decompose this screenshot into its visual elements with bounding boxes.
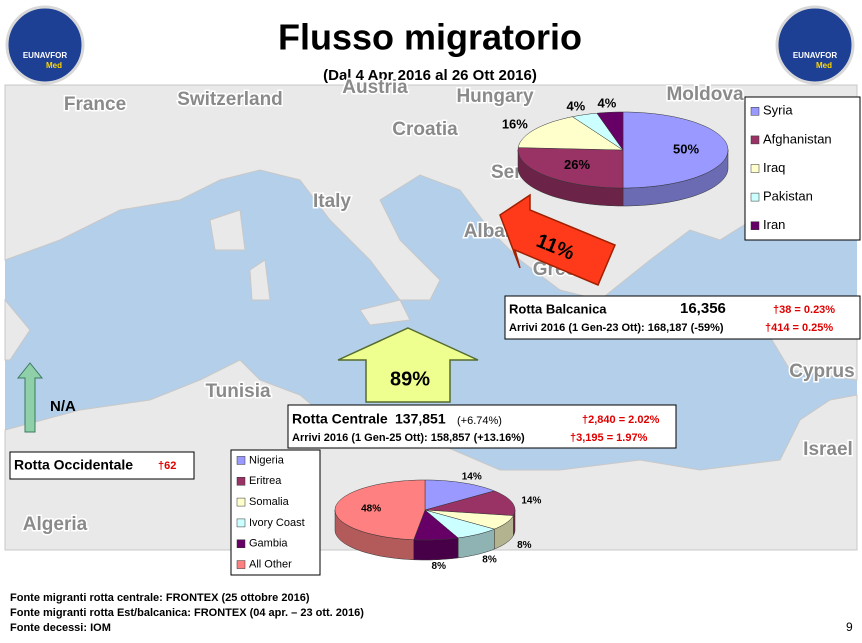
route-total: 16,356 [680,300,726,317]
pie-slice [517,116,624,151]
legend-label: Nigeria [249,454,285,466]
legend-label: Gambia [249,538,288,550]
pie-slice [424,479,496,511]
pie-slice [424,490,516,516]
pie-slice [413,509,459,541]
pie-value-label: 8% [482,554,497,565]
map-label: Algeria [23,514,88,535]
route-name: Rotta Occidentale [14,457,133,473]
balkan-arrow [499,193,616,286]
page-number: 9 [846,620,853,634]
map-label: Moldova [666,84,743,105]
map-label: Israel [803,439,853,460]
pie-value-label: 8% [432,561,447,572]
pie-value-label: 4% [598,95,617,110]
map-label: Italy [313,191,351,212]
route-deaths: †38 = 0.23% [773,304,835,316]
legend-swatch [750,192,760,202]
legend-swatch [750,135,760,145]
route-deaths: †62 [158,460,176,472]
pie-slice [596,111,624,151]
route-arrivals: Arrivi 2016 (1 Gen-23 Ott): 168,187 (-59… [509,322,724,334]
logo-sub: Med [46,61,62,70]
central-arrow-label: 89% [390,368,430,390]
logo-text: EUNAVFOR [23,51,68,60]
legend-swatch [236,497,246,507]
route-name: Rotta Balcanica [509,301,607,316]
pie-value-label: 8% [517,540,532,551]
legend-label: Ivory Coast [249,517,305,529]
logo-right: EUNAVFOR Med [775,5,855,85]
legend-swatch [750,221,760,230]
legend-label: Eritrea [249,475,282,487]
legend-label: Syria [763,103,793,118]
map-label: Croatia [392,119,458,140]
logos: EUNAVFOR Med EUNAVFOR Med [5,5,855,85]
legend-swatch [236,518,246,528]
source: Fonte decessi: IOM [10,622,111,634]
pie-side [413,537,459,561]
route-deaths-2016: †414 = 0.25% [765,322,833,334]
subtitle: (Dal 4 Apr 2016 al 26 Ott 2016) [323,67,537,84]
logo-text: EUNAVFOR [793,51,838,60]
map-label: Hungary [456,86,534,107]
pie-slice [571,112,624,151]
route-name: Rotta Centrale [292,411,388,427]
map-label: France [64,94,126,115]
legend-swatch [750,107,760,116]
legend-label: Iran [763,217,785,232]
route-total: 137,851 [395,411,446,427]
pie-value-label: 50% [673,141,699,156]
pie-value-label: 4% [566,98,585,113]
legend-label: Somalia [249,496,290,508]
map-label: Austria [342,77,408,98]
legend-swatch [236,560,246,569]
map-label: Cyprus [789,361,854,382]
western-arrow-label: N/A [50,398,76,415]
legend-label: Pakistan [763,189,813,204]
route-arrivals: Arrivi 2016 (1 Gen-25 Ott): 158,857 (+13… [292,432,525,444]
pie-slice [622,111,729,189]
charts: 50% 26% 16% 4% 4% Syria Afghanistan Iraq Pakista… [230,95,861,576]
route-change: (+6.74%) [457,415,502,427]
route-deaths: †2,840 = 2.02% [582,414,660,426]
source: Fonte migranti rotta centrale: FRONTEX (… [10,592,310,604]
pie-value-label: 14% [462,472,482,483]
legend-label: Afghanistan [763,131,832,146]
balkan-box: Rotta Balcanica 16,356 †38 = 0.23% Arriv… [504,295,861,340]
map-label: Switzerland [177,89,283,110]
legend-swatch [750,164,760,173]
western-arrow [16,362,44,433]
legend-box [230,449,321,576]
legend-swatch [236,456,246,465]
title: Flusso migratorio [278,17,582,58]
pie-value-label: 16% [502,117,528,132]
logo-sub: Med [816,61,832,70]
central-arrow [337,327,479,403]
pie-value-label: 48% [361,504,381,515]
pie-value-label: 26% [564,157,590,172]
pie-slice [517,147,624,189]
legend-swatch [236,477,246,486]
route-deaths-2016: †3,195 = 1.97% [570,432,648,444]
legend-box [744,96,861,241]
legend-label: Iraq [763,160,785,175]
pie-slice [424,509,496,539]
legend-swatch [236,539,246,548]
pie-slice [424,509,514,530]
pie-slice [334,479,426,541]
western-box: Rotta Occidentale †62 [9,451,195,480]
pie-value-label: 14% [521,496,541,507]
legend-label: All Other [249,558,292,570]
central-box: Rotta Centrale 137,851 (+6.74%) †2,840 =… [287,404,677,449]
map-label: Tunisia [205,381,271,402]
source: Fonte migranti rotta Est/balcanica: FRON… [10,607,364,619]
logo-left: EUNAVFOR Med [5,5,85,85]
